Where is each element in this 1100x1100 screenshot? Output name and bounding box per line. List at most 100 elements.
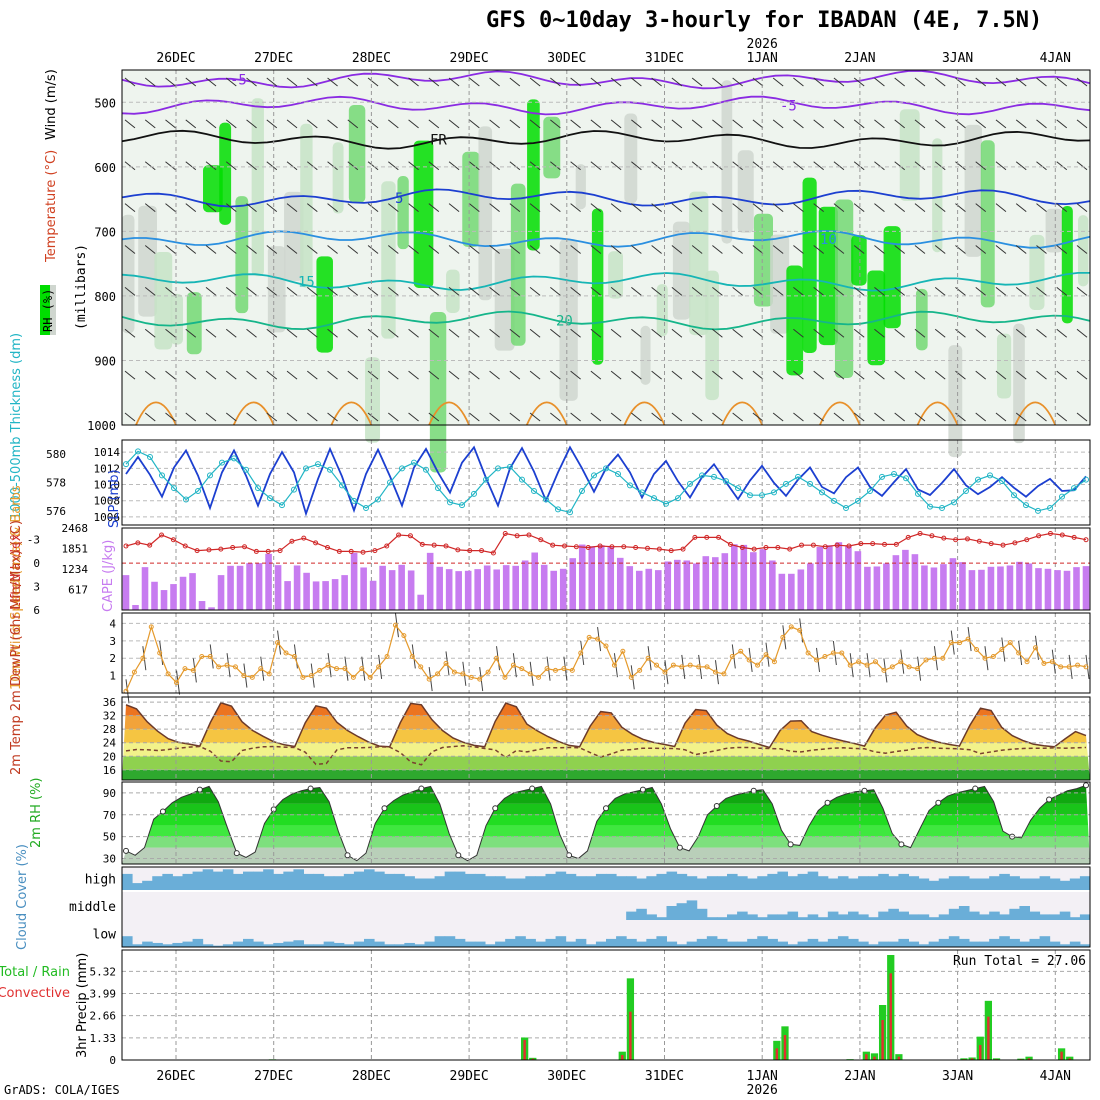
wind-barb	[631, 77, 642, 87]
wind-barb	[408, 370, 419, 380]
wind-speed-point	[729, 653, 735, 659]
wind-speed-point	[679, 664, 685, 670]
wind-barb	[408, 77, 419, 87]
cloud-bar	[807, 871, 819, 890]
wind-barb	[671, 286, 683, 296]
wind-barb	[266, 328, 278, 338]
wind-barb	[165, 286, 176, 296]
cloud-bar	[999, 936, 1010, 947]
y-tick-label: 2468	[62, 522, 89, 535]
lifted-index-point	[1012, 540, 1018, 546]
y-tick-label: 20	[103, 750, 116, 763]
cape-bar	[1006, 565, 1014, 610]
wind-barb	[813, 412, 824, 422]
cape-bar	[531, 552, 539, 610]
precip-convective-legend: Convective	[0, 986, 70, 1001]
wind-barb	[1056, 245, 1068, 254]
wind-barb	[833, 370, 845, 380]
cloud-bar	[858, 876, 869, 890]
thickness-point	[399, 465, 405, 472]
wind-barb	[367, 370, 379, 380]
wind-speed-point	[468, 674, 474, 680]
cloud-bar	[444, 871, 456, 890]
rh-shading	[154, 252, 173, 350]
lifted-index-point	[550, 542, 556, 548]
wind-speed-point	[569, 667, 575, 673]
precip-convective-bar	[531, 1058, 534, 1060]
wind-speed-point	[645, 655, 651, 661]
wind-speed-point	[931, 655, 937, 661]
cloud-bar	[1049, 878, 1061, 890]
cape-bar	[902, 549, 909, 610]
wind-barb	[833, 119, 845, 129]
wind-barb	[752, 119, 764, 129]
wind-barb	[509, 161, 521, 171]
thickness-point	[927, 503, 933, 510]
wind-barb	[246, 245, 257, 254]
panel-frame	[121, 866, 1091, 948]
wind-barb	[306, 286, 318, 296]
wind-barb	[631, 161, 642, 171]
lifted-index-point	[431, 542, 437, 548]
thickness-point	[855, 497, 861, 504]
wind-barb	[1056, 203, 1068, 213]
date-tick-label: 30DEC	[547, 1069, 586, 1084]
wind-speed-point	[502, 674, 508, 680]
wind-speed-point	[788, 624, 794, 630]
isotherm-line	[428, 401, 470, 426]
cloud-bar	[858, 941, 869, 947]
isotherm-line	[232, 401, 275, 426]
cloud-bar	[898, 938, 909, 947]
wind-barb	[246, 77, 257, 87]
thickness-point	[495, 465, 501, 472]
temp-band	[122, 715, 1090, 730]
wind-barb	[671, 77, 683, 87]
slp-axis-label: SLP (mb)	[107, 469, 122, 528]
wind-barb	[671, 412, 683, 422]
wind-barb	[610, 203, 622, 213]
cloud-bar	[737, 911, 748, 920]
wind-barb	[306, 245, 318, 254]
rh-shading	[575, 164, 586, 210]
wind-barb	[347, 119, 359, 129]
y-tick-label: -3	[27, 534, 40, 547]
wind-barb	[590, 412, 602, 422]
thickness-point	[1035, 507, 1041, 514]
wind-speed-point	[746, 657, 752, 663]
wind-speed-point	[552, 667, 558, 673]
panel-frame	[121, 781, 1091, 865]
cloud-bar	[404, 942, 415, 947]
cloud-bar	[1079, 914, 1091, 920]
cloud-bar	[837, 876, 849, 890]
cloud-bar	[948, 908, 960, 920]
wind-barb	[570, 370, 581, 380]
cape-bar	[1035, 568, 1042, 610]
cloud-bar	[928, 917, 940, 920]
lifted-index-point	[277, 548, 283, 554]
wind-barb	[712, 370, 723, 380]
cloud-bar	[434, 936, 446, 947]
precip-total-bar	[1025, 1056, 1033, 1060]
precip-convective-bar	[881, 1020, 884, 1060]
wind-barb	[225, 77, 237, 87]
cloud-bar	[918, 944, 930, 947]
cape-bar	[673, 559, 681, 610]
wind-barb	[205, 328, 217, 338]
wind-barb	[752, 370, 764, 380]
cape-bar	[493, 569, 500, 610]
cape-bar	[170, 584, 177, 610]
wind-barb	[165, 412, 176, 422]
cape-bar	[683, 560, 691, 610]
wind-barb	[914, 370, 926, 380]
cloud-bar	[172, 876, 183, 890]
cloud-bar	[646, 914, 657, 920]
rh-point	[123, 847, 129, 854]
cloud-bar	[464, 941, 476, 947]
wind-barb	[286, 328, 298, 338]
lifted-index-point	[265, 548, 271, 554]
wind-barb	[428, 161, 440, 171]
rh-shading	[429, 312, 447, 473]
wind-barb	[509, 245, 521, 254]
rh-point	[676, 844, 683, 851]
cloud-bar	[969, 878, 980, 890]
